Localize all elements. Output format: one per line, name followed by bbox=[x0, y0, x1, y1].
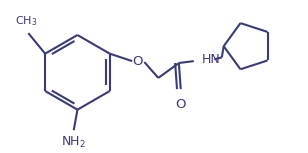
Text: O: O bbox=[176, 97, 186, 110]
Text: O: O bbox=[132, 55, 143, 68]
Text: HN: HN bbox=[201, 53, 220, 66]
Text: NH$_2$: NH$_2$ bbox=[61, 135, 86, 150]
Text: CH$_3$: CH$_3$ bbox=[15, 15, 38, 28]
